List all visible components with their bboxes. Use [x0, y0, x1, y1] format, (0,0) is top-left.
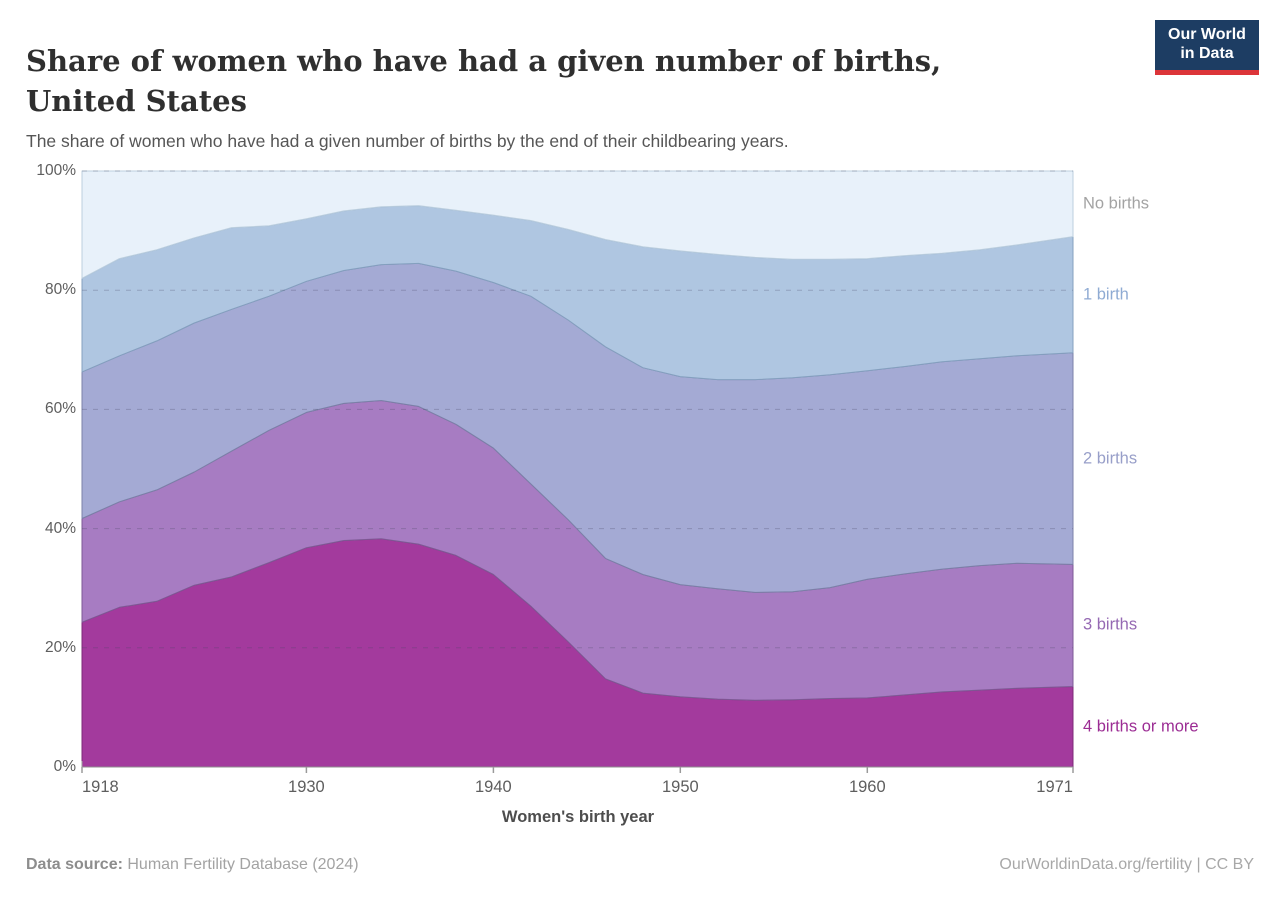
chart-footer: Data source: Human Fertility Database (2… [26, 856, 1254, 874]
x-tick-label-1971: 1971 [1036, 778, 1073, 796]
legend-label-3-births[interactable]: 3 births [1083, 615, 1138, 634]
x-tick-label-1930: 1930 [288, 778, 325, 796]
y-tick-label-20: 20% [44, 638, 76, 656]
y-tick-label-0: 0% [53, 758, 76, 775]
legend-label-1-birth[interactable]: 1 birth [1083, 285, 1129, 304]
x-tick-label-1918: 1918 [82, 778, 119, 796]
y-tick-label-60: 60% [44, 400, 76, 418]
y-tick-label-40: 40% [44, 519, 76, 537]
chart-subtitle: The share of women who have had a given … [26, 130, 789, 151]
owid-logo: Our World in Data [1155, 20, 1259, 75]
data-source-value: Human Fertility Database (2024) [122, 856, 359, 873]
data-source-note: Data source: Human Fertility Database (2… [26, 856, 359, 874]
legend-label-no-births[interactable]: No births [1083, 194, 1150, 213]
page-title: Share of women who have had a given numb… [26, 44, 942, 119]
y-tick-label-100: 100% [36, 162, 76, 179]
owid-logo-line1: Our World [1168, 26, 1246, 44]
x-axis-title: Women's birth year [501, 808, 655, 826]
legend-label-2-births[interactable]: 2 births [1083, 449, 1138, 468]
data-source-label: Data source: [26, 856, 123, 873]
y-tick-label-80: 80% [44, 281, 76, 299]
area-no-births[interactable] [81, 170, 1074, 279]
legend-label-4-births-or-more[interactable]: 4 births or more [1083, 717, 1199, 736]
x-tick-label-1950: 1950 [661, 778, 699, 796]
credit-link[interactable]: OurWorldinData.org/fertility | CC BY [999, 856, 1254, 873]
owid-logo-line2: in Data [1180, 45, 1234, 62]
x-tick-label-1940: 1940 [474, 778, 512, 796]
x-tick-label-1960: 1960 [848, 778, 886, 796]
plot-area [81, 170, 1074, 773]
